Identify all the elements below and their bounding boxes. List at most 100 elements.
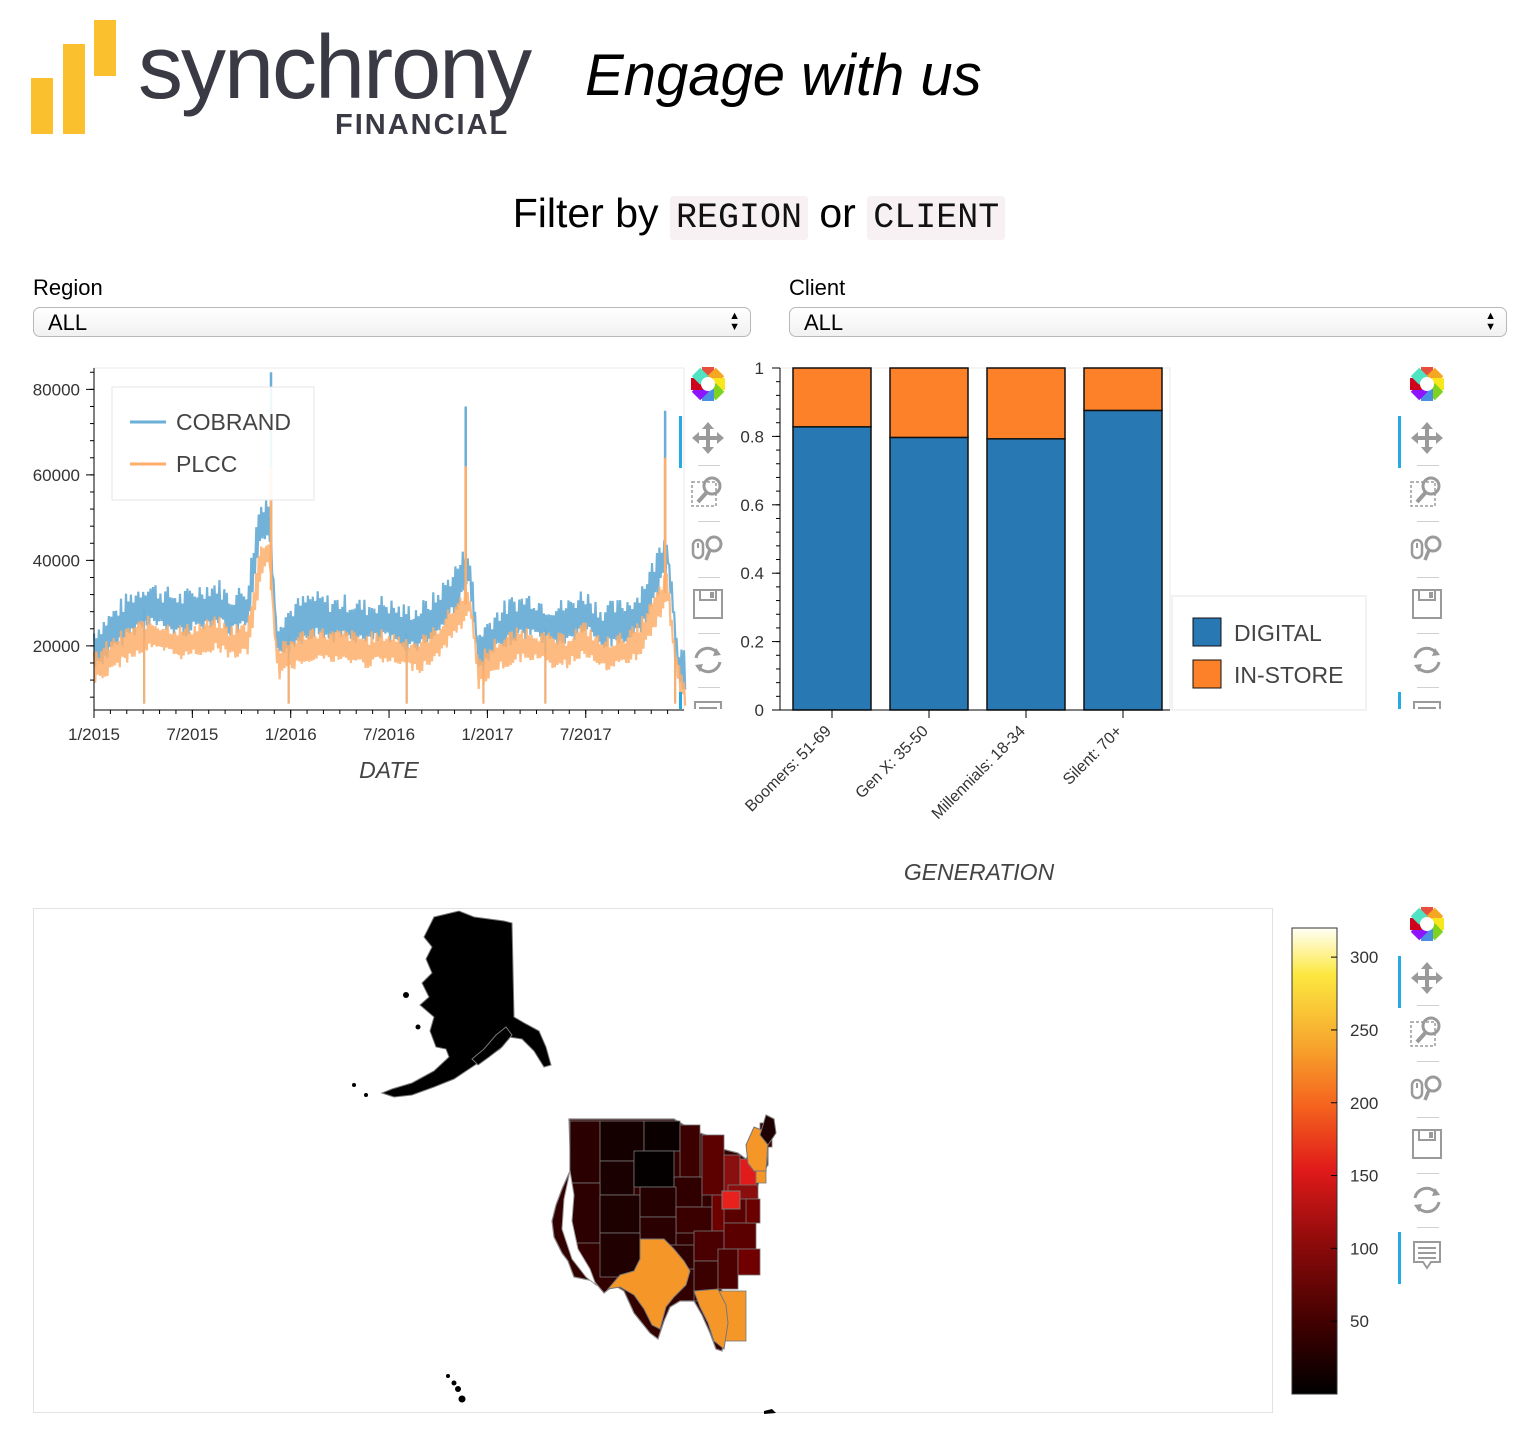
save-tool-button[interactable] <box>688 584 732 628</box>
reset-tool-button[interactable] <box>1407 640 1451 684</box>
state-cell <box>679 1124 701 1178</box>
region-select[interactable]: ALL ▲ ▼ <box>33 307 751 337</box>
save-icon <box>1412 589 1442 619</box>
legend-label: COBRAND <box>176 409 291 435</box>
bokeh-logo-icon <box>691 367 725 401</box>
toolbar-separator <box>698 465 720 466</box>
active-tool-indicator <box>1398 956 1401 1008</box>
line-chart-toolbar <box>679 364 732 709</box>
pan-icon <box>692 422 724 454</box>
state-cell <box>701 1134 725 1196</box>
colorbar-tick-label: 100 <box>1350 1239 1378 1258</box>
wheel-zoom-icon <box>1410 535 1442 561</box>
colorbar: 50 100 150 200 250 300 <box>1291 927 1378 1395</box>
state-cell <box>717 1248 739 1290</box>
y-tick-label: 0.4 <box>740 564 764 583</box>
x-tick-label: 7/2016 <box>363 725 415 744</box>
pan-tool-button[interactable] <box>1407 958 1451 1002</box>
box-zoom-tool-button[interactable] <box>1407 472 1451 516</box>
box-zoom-icon <box>1410 476 1441 507</box>
state-cell <box>745 1198 761 1224</box>
bar-digital <box>792 426 872 711</box>
bokeh-logo-tool-button[interactable] <box>1407 364 1451 408</box>
active-tool-indicator <box>679 692 682 709</box>
active-tool-indicator <box>679 416 682 468</box>
colorbar-tick-label: 200 <box>1350 1094 1378 1113</box>
x-tick-label: Millennials: 18-34 <box>929 723 1029 823</box>
bar-in-store <box>889 367 969 439</box>
legend-label: DIGITAL <box>1234 620 1322 646</box>
hover-icon <box>1413 701 1441 709</box>
toolbar-separator <box>1417 1117 1439 1118</box>
reset-icon <box>1413 646 1441 674</box>
hover-tool-button[interactable] <box>1407 694 1451 709</box>
bar-in-store <box>986 367 1066 440</box>
save-tool-button[interactable] <box>1407 584 1451 628</box>
wheel-zoom-tool-button[interactable] <box>688 528 732 572</box>
filter-prefix: Filter by <box>512 190 659 236</box>
box-zoom-tool-button[interactable] <box>688 472 732 516</box>
legend-swatch <box>1192 617 1222 647</box>
tagline: Engage with us <box>585 43 982 108</box>
toolbar-separator <box>698 687 720 688</box>
toolbar-separator <box>698 521 720 522</box>
wheel-zoom-tool-button[interactable] <box>1407 528 1451 572</box>
reset-icon <box>1413 1186 1441 1214</box>
bar-chart-toolbar <box>1398 364 1451 709</box>
filter-heading: Filter by REGION or CLIENT <box>0 190 1518 240</box>
wheel-zoom-tool-button[interactable] <box>1407 1068 1451 1112</box>
brand-sub: FINANCIAL <box>335 109 509 141</box>
pan-icon <box>1411 962 1443 994</box>
bar-digital <box>889 436 969 711</box>
legend-box <box>111 386 315 501</box>
client-select[interactable]: ALL ▲ ▼ <box>789 307 1507 337</box>
colorbar-tick-label: 250 <box>1350 1021 1378 1040</box>
us-choropleth-map[interactable] <box>34 909 1274 1414</box>
synchrony-financial-logo: synchrony FINANCIAL <box>31 18 534 141</box>
series-line-plcc <box>92 544 687 706</box>
toolbar-separator <box>1417 577 1439 578</box>
line-chart[interactable]: 20000 40000 60000 80000 1/2015 7/2015 1/2016 7/… <box>0 355 690 795</box>
region-label: Region <box>33 275 103 300</box>
bokeh-logo-tool-button[interactable] <box>1407 904 1451 948</box>
pan-icon <box>1411 422 1443 454</box>
filter-client-code: CLIENT <box>867 196 1006 240</box>
bar-in-store <box>792 367 872 428</box>
state-california <box>561 1170 598 1287</box>
x-tick-label: 7/2017 <box>560 725 612 744</box>
save-tool-button[interactable] <box>1407 1124 1451 1168</box>
x-tick-label: 1/2017 <box>461 725 513 744</box>
x-tick-label: Gen X: 35-50 <box>853 723 932 802</box>
y-tick-label: 0 <box>755 701 764 720</box>
client-label: Client <box>789 275 846 300</box>
hover-tool-button[interactable] <box>1407 1234 1451 1278</box>
colorbar-tick-label: 50 <box>1350 1312 1369 1331</box>
legend-box <box>1171 595 1367 711</box>
state-hawaii <box>446 1374 466 1403</box>
box-zoom-tool-button[interactable] <box>1407 1012 1451 1056</box>
legend-label: IN-STORE <box>1234 662 1343 688</box>
reset-tool-button[interactable] <box>1407 1180 1451 1224</box>
state-cell <box>599 1232 641 1278</box>
contiguous-states <box>551 1114 777 1352</box>
select-arrows-icon: ▲ ▼ <box>729 310 740 333</box>
pan-tool-button[interactable] <box>1407 418 1451 462</box>
bar-chart[interactable]: 0 0.2 0.4 0.6 0.8 1 Boomers: 51-69 Gen X: 35-50… <box>720 355 1380 895</box>
save-icon <box>1412 1129 1442 1159</box>
bokeh-logo-tool-button[interactable] <box>688 364 732 408</box>
state-pennsylvania <box>721 1190 741 1210</box>
reset-tool-button[interactable] <box>688 640 732 684</box>
y-tick-label: 40000 <box>33 551 80 570</box>
save-icon <box>693 589 723 619</box>
toolbar-separator <box>1417 1005 1439 1006</box>
y-tick-label: 1 <box>755 359 764 378</box>
hover-tool-button[interactable] <box>688 694 732 709</box>
colorbar-tick-label: 150 <box>1350 1167 1378 1186</box>
toolbar-separator <box>698 577 720 578</box>
toolbar-separator <box>1417 1061 1439 1062</box>
y-tick-label: 0.8 <box>740 427 764 446</box>
bar-digital <box>1083 409 1163 711</box>
bokeh-logo-icon <box>1410 907 1444 941</box>
map-panel[interactable] <box>33 908 1274 1414</box>
pan-tool-button[interactable] <box>688 418 732 462</box>
